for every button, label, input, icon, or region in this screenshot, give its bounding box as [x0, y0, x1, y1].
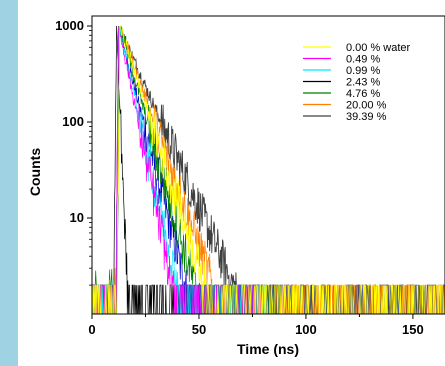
y-tick-label: 100 — [62, 114, 84, 129]
legend-label: 0.00 % water — [346, 42, 411, 54]
plot-area-frame — [91, 15, 445, 315]
legend-label: 39.39 % — [346, 111, 387, 123]
baseline-noise — [177, 284, 445, 315]
x-tick-label: 0 — [88, 322, 95, 337]
y-tick-label: 10 — [70, 210, 84, 225]
legend-label: 20.00 % — [346, 100, 387, 112]
axes-layer: 0 50 100 150 10 100 1000 — [55, 18, 424, 337]
series-layer — [91, 25, 445, 315]
y-tick-label: 1000 — [55, 18, 84, 33]
x-tick-label: 150 — [402, 322, 424, 337]
x-tick-label: 50 — [192, 322, 206, 337]
chart-panel: 0 50 100 150 10 100 1000 0.00 % water 0.49 % 0.9… — [18, 0, 445, 366]
legend-label: 4.76 % — [346, 88, 380, 100]
series-line-20-00-2 — [91, 26, 445, 315]
x-tick-label: 100 — [295, 322, 317, 337]
x-axis-title: Time (ns) — [237, 341, 299, 357]
legend-label: 0.49 % — [346, 54, 380, 66]
series-line-0-00-water-7 — [91, 25, 445, 315]
series-line-39-39-1 — [92, 25, 445, 315]
y-axis-title: Counts — [27, 148, 43, 196]
legend-label: 0.99 % — [346, 65, 380, 77]
legend-label: 2.43 % — [346, 77, 380, 89]
